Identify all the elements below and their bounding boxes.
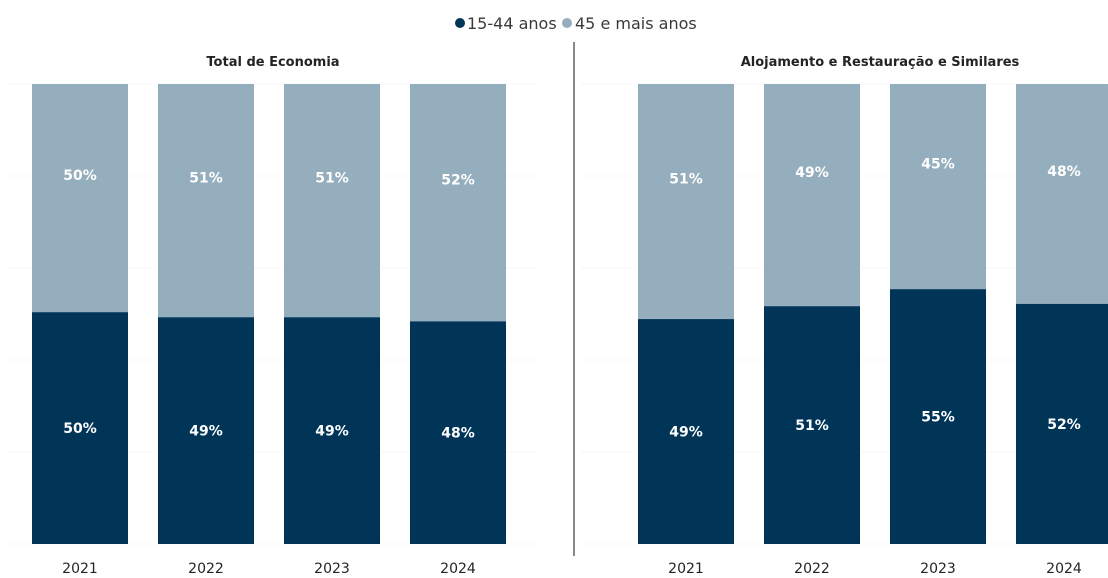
tick-label-alojamento-2023: 2023 [920,561,956,577]
bar-alojamento-2023-15-44 [890,289,986,544]
bar-alojamento-2024-45-plus [1016,84,1108,304]
data-label-total-2024-45-plus: 52% [441,173,475,189]
tick-label-total-2022: 2022 [188,561,224,577]
data-label-alojamento-2024-15-44: 52% [1047,417,1081,433]
data-label-alojamento-2023-45-plus: 45% [921,157,955,173]
tick-label-total-2023: 2023 [314,561,350,577]
bar-total-2021-45-plus [32,84,128,313]
bar-alojamento-2022-45-plus [764,84,860,307]
bar-total-2022-45-plus [158,84,254,318]
tick-label-total-2024: 2024 [440,561,476,577]
bar-alojamento-2023-45-plus [890,84,986,290]
data-label-alojamento-2022-45-plus: 49% [795,165,829,181]
bar-alojamento-2022-15-44 [764,306,860,544]
tick-label-alojamento-2024: 2024 [1046,561,1082,577]
data-label-alojamento-2021-15-44: 49% [669,425,703,441]
legend: 15-44 anos 45 e mais anos [455,14,697,33]
data-label-alojamento-2024-45-plus: 48% [1047,164,1081,180]
tick-label-total-2021: 2021 [62,561,98,577]
bar-total-2023-15-44 [284,317,380,544]
data-label-total-2021-45-plus: 50% [63,168,97,184]
tick-label-alojamento-2022: 2022 [794,561,830,577]
panel-alojamento-restauracao: Alojamento e Restauração e Similares 51% 4… [582,55,1108,577]
tick-label-alojamento-2021: 2021 [668,561,704,577]
panel-title-alojamento: Alojamento e Restauração e Similares [741,55,1020,70]
data-label-total-2022-15-44: 49% [189,424,223,440]
data-label-alojamento-2022-15-44: 51% [795,418,829,434]
bar-alojamento-2021-15-44 [638,319,734,544]
data-label-alojamento-2023-15-44: 55% [921,410,955,426]
data-label-total-2024-15-44: 48% [441,426,475,442]
data-label-total-2023-15-44: 49% [315,424,349,440]
panel-title-total: Total de Economia [206,55,339,70]
legend-marker-45-plus [562,18,572,28]
legend-marker-15-44 [455,18,465,28]
data-label-alojamento-2021-45-plus: 51% [669,172,703,188]
data-label-total-2023-45-plus: 51% [315,171,349,187]
bar-total-2024-45-plus [410,84,506,322]
bar-total-2023-45-plus [284,84,380,318]
bar-total-2022-15-44 [158,317,254,544]
legend-label-45-plus: 45 e mais anos [575,14,697,33]
panel-total-de-economia: Total de Economia 50% 50% 2021 51% 49% 2022 51%… [10,55,540,577]
bar-alojamento-2021-45-plus [638,84,734,320]
data-label-total-2021-15-44: 50% [63,421,97,437]
bar-total-2021-15-44 [32,312,128,544]
bar-total-2024-15-44 [410,321,506,544]
legend-label-15-44: 15-44 anos [467,14,557,33]
data-label-total-2022-45-plus: 51% [189,171,223,187]
bar-alojamento-2024-15-44 [1016,303,1108,544]
